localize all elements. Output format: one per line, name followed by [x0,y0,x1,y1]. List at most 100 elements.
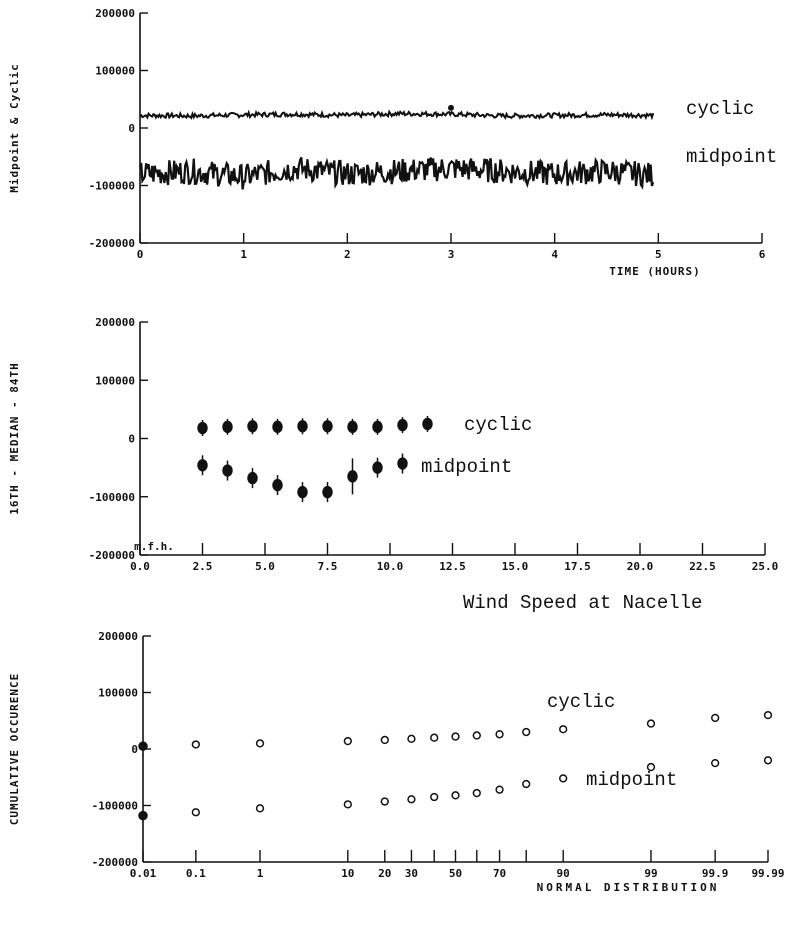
point-cyclic-6 [430,733,439,742]
y-tick-label-2-0: 200000 [98,630,138,643]
y-tick-label-1-0: 200000 [95,316,135,329]
point-cyclic-3 [272,420,283,434]
point-midpoint-7 [451,791,460,800]
point-midpoint-1 [222,464,233,477]
point-midpoint-10 [522,779,531,789]
y-tick-label-0-4: -200000 [89,237,135,250]
point-midpoint-4 [297,485,308,499]
x-axis-title-2: NORMAL DISTRIBUTION [537,881,720,894]
x-tick-label-1-7: 17.5 [564,560,591,573]
y-tick-label-0-2: 0 [128,122,135,135]
point-cyclic-3 [343,736,352,746]
point-midpoint-13 [711,758,720,768]
y-axis-title-0: Midpoint & Cyclic [8,63,21,193]
x-tick-label-2-4: 20 [378,867,391,880]
point-cyclic-14 [763,710,773,720]
point-cyclic-9 [495,730,504,739]
corner-label-1: m.f.h. [134,540,174,553]
point-midpoint-12 [646,762,656,772]
y-tick-label-0-3: -100000 [89,180,135,193]
x-tick-label-0-6: 6 [759,248,766,261]
y-tick-label-1-4: -200000 [89,549,135,562]
spike-marker-0 [448,104,454,111]
y-axis-title-1: 16TH - MEDIAN - 84TH [8,362,21,514]
x-tick-label-0-2: 2 [344,248,351,261]
y-tick-label-2-1: 100000 [98,687,138,700]
point-midpoint-0 [138,810,148,821]
x-axis-title-0: TIME (HOURS) [609,265,700,278]
point-midpoint-3 [343,800,352,809]
x-tick-label-2-6: 50 [449,867,462,880]
point-midpoint-2 [255,804,265,813]
point-midpoint-8 [397,457,408,470]
x-tick-label-1-0: 0.0 [130,560,150,573]
x-axis-title-1: Wind Speed at Nacelle [463,592,702,614]
point-midpoint-3 [272,478,283,492]
series-label-2-cyclic: cyclic [547,691,615,713]
point-midpoint-8 [472,788,481,798]
x-tick-label-0-0: 0 [137,248,144,261]
point-cyclic-2 [255,739,265,748]
series-label-0-midpoint: midpoint [686,146,777,168]
point-cyclic-0 [197,421,208,435]
point-cyclic-4 [380,735,389,745]
point-midpoint-5 [407,795,416,804]
x-tick-label-2-5: 30 [405,867,418,880]
x-tick-label-1-4: 10.0 [377,560,404,573]
series-line-midpoint [138,156,655,190]
point-cyclic-8 [397,418,408,432]
point-cyclic-1 [222,420,233,434]
point-midpoint-1 [191,808,200,817]
point-midpoint-5 [322,485,333,499]
point-cyclic-10 [522,727,531,737]
point-cyclic-1 [191,740,200,749]
x-tick-label-1-1: 2.5 [193,560,213,573]
y-tick-label-2-2: 0 [131,743,138,756]
y-axis-title-2: CUMULATIVE OCCURENCE [8,673,21,825]
x-tick-label-0-5: 5 [655,248,662,261]
point-midpoint-9 [495,785,504,794]
point-cyclic-8 [472,731,481,740]
point-cyclic-6 [347,420,358,434]
x-tick-label-1-5: 12.5 [439,560,466,573]
point-cyclic-11 [559,725,568,734]
point-midpoint-11 [559,774,568,783]
x-tick-label-2-9: 99 [644,867,657,880]
x-tick-label-1-9: 22.5 [689,560,716,573]
x-tick-label-1-6: 15.0 [502,560,529,573]
x-tick-label-2-0: 0.01 [130,867,157,880]
point-midpoint-2 [247,471,258,485]
point-midpoint-0 [197,459,208,472]
series-line-cyclic [139,109,655,121]
point-midpoint-7 [372,461,383,474]
y-tick-label-2-4: -200000 [92,856,138,869]
point-cyclic-5 [407,734,416,743]
series-label-1-cyclic: cyclic [464,414,532,436]
point-cyclic-9 [422,417,433,431]
point-cyclic-7 [451,732,460,741]
x-tick-label-0-1: 1 [240,248,247,261]
x-tick-label-0-3: 3 [448,248,455,261]
point-midpoint-14 [763,756,773,765]
series-label-2-midpoint: midpoint [586,769,677,791]
x-tick-label-1-3: 7.5 [318,560,338,573]
x-tick-label-2-3: 10 [341,867,354,880]
series-label-0-cyclic: cyclic [686,98,754,120]
x-tick-label-1-8: 20.0 [627,560,654,573]
y-tick-label-0-1: 100000 [95,65,135,78]
point-cyclic-5 [322,420,333,433]
y-tick-label-1-2: 0 [128,433,135,446]
x-tick-label-0-4: 4 [551,248,558,261]
point-cyclic-7 [372,420,383,434]
x-tick-label-1-2: 5.0 [255,560,275,573]
y-tick-label-2-3: -100000 [92,800,138,813]
point-cyclic-2 [247,420,258,433]
point-midpoint-6 [430,792,439,802]
y-tick-label-0-0: 200000 [95,7,135,20]
x-tick-label-2-11: 99.99 [751,867,784,880]
x-tick-label-2-7: 70 [493,867,506,880]
point-cyclic-0 [138,741,148,751]
y-tick-label-1-3: -100000 [89,491,135,504]
x-tick-label-2-10: 99.9 [702,867,729,880]
